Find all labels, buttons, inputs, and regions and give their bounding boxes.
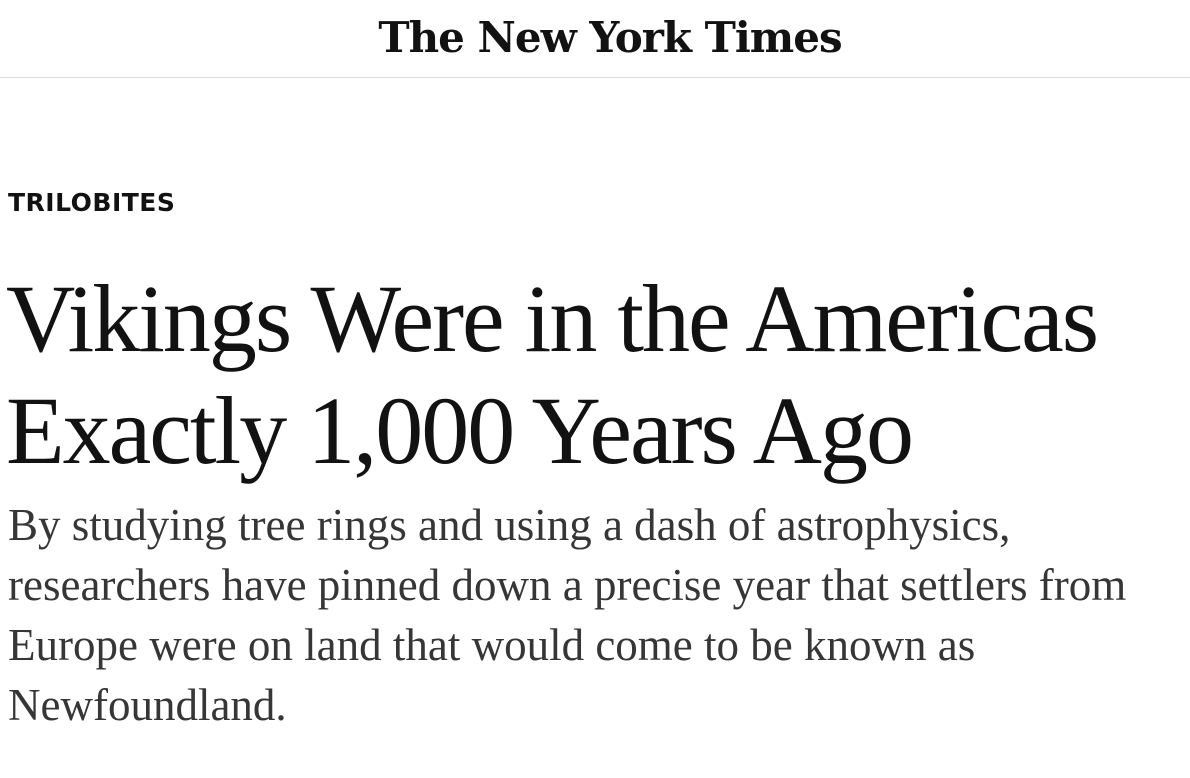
- section-kicker[interactable]: Trilobites: [8, 188, 176, 217]
- article-summary: By studying tree rings and using a dash …: [8, 500, 1127, 730]
- article-headline: Vikings Were in the Americas Exactly 1,0…: [6, 265, 1099, 484]
- nyt-logo[interactable]: The New York Times: [378, 13, 842, 62]
- masthead: The New York Times: [0, 0, 1190, 78]
